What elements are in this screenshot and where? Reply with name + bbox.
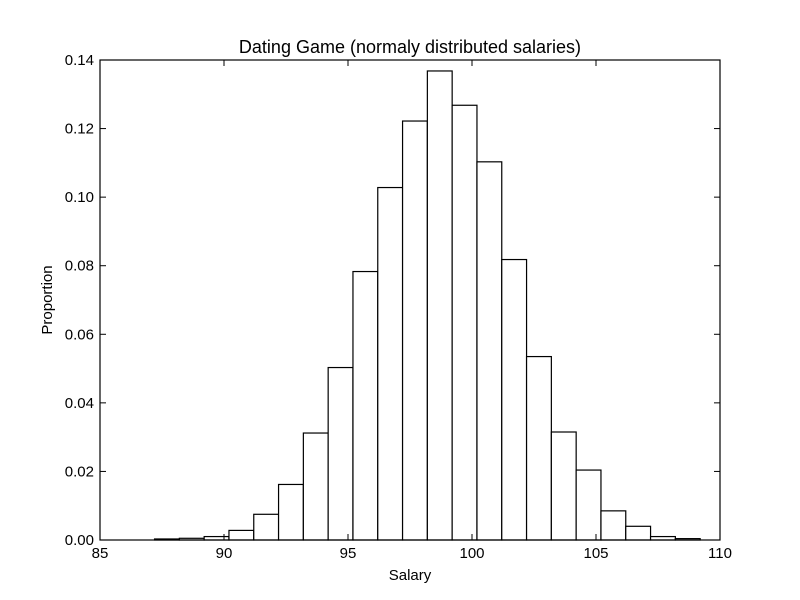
y-tick-label: 0.08: [65, 258, 94, 275]
y-tick-label: 0.00: [65, 532, 94, 549]
histogram-bar: [550, 431, 577, 541]
y-tick-label: 0.10: [65, 189, 94, 206]
x-tick-label: 95: [340, 545, 357, 562]
histogram-bar: [525, 355, 552, 541]
histogram-bar: [327, 366, 354, 541]
histogram-bar: [302, 432, 329, 541]
y-tick-label: 0.02: [65, 463, 94, 480]
histogram-bar: [501, 258, 528, 541]
histogram-bar: [377, 186, 404, 541]
histogram-bar: [352, 270, 379, 541]
y-tick-label: 0.06: [65, 326, 94, 343]
histogram-bar: [476, 161, 503, 541]
bars-group: [153, 70, 701, 541]
x-axis-label: Salary: [389, 567, 432, 584]
x-tick-label: 105: [583, 545, 608, 562]
histogram-bar: [575, 469, 602, 541]
y-tick-label: 0.14: [65, 52, 94, 69]
x-tick-label: 110: [708, 545, 732, 562]
histogram-bar: [625, 525, 652, 541]
y-axis-label: Proportion: [39, 265, 56, 334]
x-tick-label: 100: [459, 545, 484, 562]
x-tick-label: 85: [92, 545, 109, 562]
histogram-bar: [600, 510, 627, 541]
histogram-bar: [451, 104, 478, 541]
x-tick-label: 90: [216, 545, 233, 562]
chart-title: Dating Game (normaly distributed salarie…: [239, 37, 581, 57]
histogram-bar: [228, 529, 255, 541]
histogram-bar: [401, 120, 428, 541]
histogram-bar: [277, 483, 304, 541]
ticks-group: 85 90 95 100 105 110 0.00 0.02 0.04 0.06 0.08 0.10 0…: [65, 52, 732, 562]
y-tick-label: 0.04: [65, 395, 94, 412]
plot-frame: [99, 59, 721, 541]
y-tick-label: 0.12: [65, 121, 94, 138]
histogram-bar: [426, 70, 453, 541]
histogram-bar: [253, 513, 280, 541]
